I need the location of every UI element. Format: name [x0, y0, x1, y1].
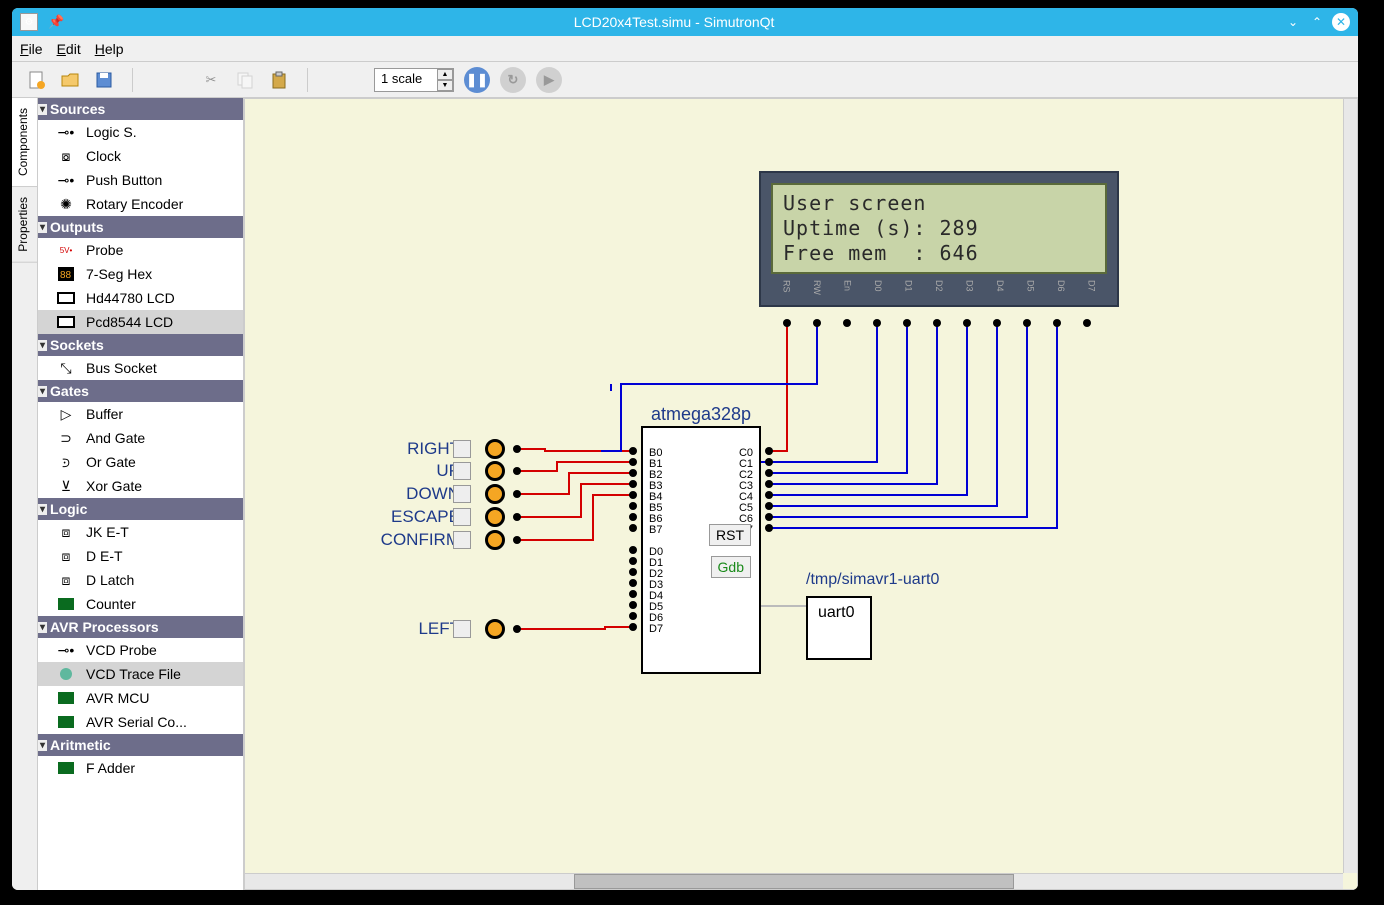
lcd-pin-label: D4 [995, 280, 1005, 295]
rst-button[interactable]: RST [709, 524, 751, 546]
push-button-confirm[interactable] [453, 531, 471, 549]
cat-avr[interactable]: AVR Processors [38, 616, 243, 638]
tree-item-xor[interactable]: ⊻Xor Gate [38, 474, 243, 498]
cat-gates[interactable]: Gates [38, 380, 243, 402]
lcd-pin-label: RW [812, 280, 822, 295]
tree-item-logic-s[interactable]: ⊸•Logic S. [38, 120, 243, 144]
horizontal-scrollbar[interactable] [245, 873, 1343, 889]
copy-icon[interactable] [233, 68, 257, 92]
window-title: LCD20x4Test.simu - SimutronQt [64, 14, 1284, 30]
paste-icon[interactable] [267, 68, 291, 92]
menu-help[interactable]: Help [95, 41, 124, 57]
uart-path-label: /tmp/simavr1-uart0 [806, 571, 939, 589]
push-button-left[interactable] [453, 620, 471, 638]
push-button-right[interactable] [453, 440, 471, 458]
cat-logic[interactable]: Logic [38, 498, 243, 520]
lcd-pin-label: D3 [964, 280, 974, 295]
tree-item-counter[interactable]: Counter [38, 592, 243, 616]
minimize-button[interactable]: ⌄ [1284, 13, 1302, 31]
save-file-icon[interactable] [92, 68, 116, 92]
lcd-pin-label: D2 [934, 280, 944, 295]
button-label-left: LEFT [360, 619, 460, 639]
new-file-icon[interactable] [24, 68, 48, 92]
lcd-pin-label: En [842, 280, 852, 295]
lcd-module[interactable]: User screen Uptime (s): 289 Free mem : 6… [759, 171, 1119, 307]
app-icon: ⚙ [20, 13, 38, 31]
toolbar: ✂ 1 scale ▲ ▼ ❚❚ ↻ ▶ [12, 62, 1358, 98]
menu-file[interactable]: File [20, 41, 43, 57]
tab-components[interactable]: Components [12, 98, 37, 187]
push-button-up[interactable] [453, 462, 471, 480]
scale-down-button[interactable]: ▼ [437, 80, 453, 91]
tree-item-and[interactable]: ⊃And Gate [38, 426, 243, 450]
tree-item-probe[interactable]: 5V•Probe [38, 238, 243, 262]
tree-item-vcd-trace[interactable]: VCD Trace File [38, 662, 243, 686]
push-button-led [485, 439, 505, 459]
cat-arith[interactable]: Aritmetic [38, 734, 243, 756]
svg-text:88: 88 [60, 270, 72, 281]
push-button-led [485, 461, 505, 481]
tree-item-buffer[interactable]: ▷Buffer [38, 402, 243, 426]
gdb-button[interactable]: Gdb [711, 556, 751, 578]
close-button[interactable]: ✕ [1332, 13, 1350, 31]
button-label-confirm: CONFIRM [360, 530, 460, 550]
side-tabs: Components Properties [12, 98, 38, 890]
lcd-pin-label: D5 [1026, 280, 1036, 295]
component-tree: Sources ⊸•Logic S. ⧇Clock ⊸•Push Button … [38, 98, 244, 890]
tree-item-or[interactable]: ⪾Or Gate [38, 450, 243, 474]
tree-item-rotary-encoder[interactable]: ✺Rotary Encoder [38, 192, 243, 216]
tree-item-dlatch[interactable]: ⧈D Latch [38, 568, 243, 592]
play-button[interactable]: ▶ [536, 67, 562, 93]
open-file-icon[interactable] [58, 68, 82, 92]
button-label-right: RIGHT [360, 439, 460, 459]
cut-icon[interactable]: ✂ [199, 68, 223, 92]
button-label-escape: ESCAPE [360, 507, 460, 527]
scale-input[interactable]: 1 scale ▲ ▼ [374, 68, 454, 92]
push-button-down[interactable] [453, 485, 471, 503]
chip-label: atmega328p [643, 404, 759, 425]
tab-properties[interactable]: Properties [12, 187, 37, 263]
push-button-led [485, 484, 505, 504]
push-button-escape[interactable] [453, 508, 471, 526]
maximize-button[interactable]: ⌃ [1308, 13, 1326, 31]
scale-up-button[interactable]: ▲ [437, 69, 453, 80]
tree-item-avr-mcu[interactable]: AVR MCU [38, 686, 243, 710]
lcd-pin-label: D0 [873, 280, 883, 295]
pause-button[interactable]: ❚❚ [464, 67, 490, 93]
pin-icon[interactable]: 📌 [48, 14, 64, 30]
button-label-down: DOWN [360, 484, 460, 504]
cat-sockets[interactable]: Sockets [38, 334, 243, 356]
vertical-scrollbar[interactable] [1343, 99, 1357, 873]
button-label-up: UP [360, 461, 460, 481]
mcu-chip[interactable]: atmega328pB0B1B2B3B4B5B6B7D0D1D2D3D4D5D6… [641, 426, 761, 674]
uart-box[interactable]: uart0 [806, 596, 872, 660]
lcd-pin-label: D6 [1056, 280, 1066, 295]
menubar: File Edit Help [12, 36, 1358, 62]
tree-item-det[interactable]: ⧈D E-T [38, 544, 243, 568]
tree-item-jket[interactable]: ⧈JK E-T [38, 520, 243, 544]
lcd-pin-label: D7 [1087, 280, 1097, 295]
cat-sources[interactable]: Sources [38, 98, 243, 120]
tree-item-clock[interactable]: ⧇Clock [38, 144, 243, 168]
titlebar: ⚙ 📌 LCD20x4Test.simu - SimutronQt ⌄ ⌃ ✕ [12, 8, 1358, 36]
tree-item-avr-serial[interactable]: AVR Serial Co... [38, 710, 243, 734]
canvas[interactable]: User screen Uptime (s): 289 Free mem : 6… [244, 98, 1358, 890]
menu-edit[interactable]: Edit [57, 41, 81, 57]
tree-item-bus-socket[interactable]: ⤡Bus Socket [38, 356, 243, 380]
tree-item-fadder[interactable]: F Adder [38, 756, 243, 780]
push-button-led [485, 530, 505, 550]
lcd-pin-label: RS [781, 280, 791, 295]
lcd-screen: User screen Uptime (s): 289 Free mem : 6… [771, 183, 1107, 274]
tree-item-vcd-probe[interactable]: ⊸•VCD Probe [38, 638, 243, 662]
push-button-led [485, 507, 505, 527]
push-button-led [485, 619, 505, 639]
lcd-pin-label: D1 [903, 280, 913, 295]
tree-item-hd44780[interactable]: Hd44780 LCD [38, 286, 243, 310]
tree-item-pcd8544[interactable]: Pcd8544 LCD [38, 310, 243, 334]
cat-outputs[interactable]: Outputs [38, 216, 243, 238]
reload-button[interactable]: ↻ [500, 67, 526, 93]
tree-item-push-button[interactable]: ⊸•Push Button [38, 168, 243, 192]
tree-item-7seg[interactable]: 887-Seg Hex [38, 262, 243, 286]
